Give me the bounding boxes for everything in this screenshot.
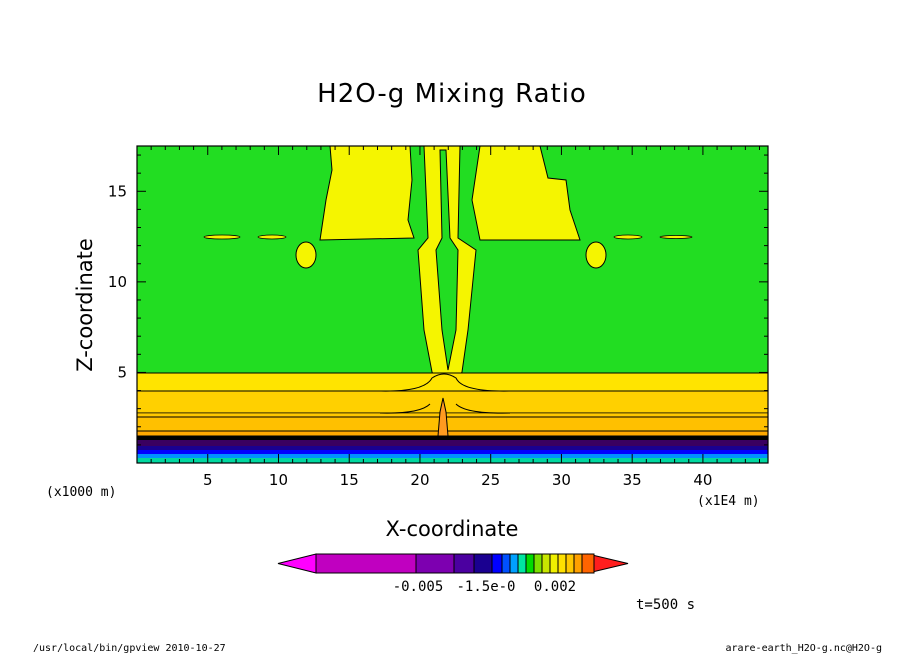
y-axis-ticks: 5 10 15 [108, 154, 768, 446]
layer-7 [137, 440, 768, 446]
colorbar-segment [573, 553, 583, 574]
colorbar-segment [315, 553, 417, 574]
streak-3 [613, 234, 643, 240]
y-units-label: (x1000 m) [46, 485, 116, 500]
chart-title: H2O-g Mixing Ratio [317, 79, 587, 109]
x-tick-label: 30 [552, 471, 571, 489]
colorbar-tick-2: -1.5e-0 [456, 579, 515, 595]
streak-4 [659, 235, 693, 239]
colorbar-segment [565, 553, 575, 574]
x-tick-label: 35 [623, 471, 642, 489]
layer-2 [137, 390, 768, 414]
layer-4 [137, 416, 768, 432]
colorbar-segment [517, 553, 527, 574]
colorbar-segment [525, 553, 535, 574]
time-annotation: t=500 s [636, 597, 695, 613]
x-tick-label: 10 [269, 471, 288, 489]
x-units-label: (x1E4 m) [697, 494, 760, 509]
colorbar-segment [415, 553, 455, 574]
footer-left: /usr/local/bin/gpview 2010-10-27 [33, 643, 226, 654]
layer-11 [137, 458, 768, 463]
layer-8 [137, 446, 768, 450]
plot-frame [136, 145, 769, 464]
colorbar-segment [549, 553, 559, 574]
streak-2 [257, 234, 287, 240]
layer-10 [137, 454, 768, 458]
moist-region-left [319, 146, 415, 241]
moist-blob-right [585, 241, 607, 269]
x-tick-label: 25 [481, 471, 500, 489]
colorbar-segment [533, 553, 543, 574]
x-tick-label: 40 [693, 471, 712, 489]
streak-1 [203, 234, 241, 240]
moist-region-right [471, 146, 581, 241]
y-tick-label: 15 [108, 182, 127, 200]
colorbar-segment [473, 553, 493, 574]
y-axis-label: Z-coordinate [73, 238, 97, 372]
column-core [435, 149, 459, 371]
colorbar-segment [491, 553, 503, 574]
colorbar-min-arrow [277, 553, 317, 574]
colorbar-tick-3: 0.002 [534, 579, 576, 595]
colorbar [277, 553, 629, 574]
x-axis-label: X-coordinate [386, 517, 519, 541]
colorbar-segment [557, 553, 567, 574]
colorbar-segment [501, 553, 511, 574]
layer-5 [137, 430, 768, 437]
layer-6 [137, 436, 768, 440]
moist-blob-left [295, 241, 317, 269]
perturbation-wings [379, 373, 511, 414]
central-perturbation [437, 397, 449, 437]
colorbar-tick-1: -0.005 [393, 579, 444, 595]
x-tick-label: 5 [203, 471, 213, 489]
colorbar-segment [453, 553, 475, 574]
y-tick-label: 10 [108, 273, 127, 291]
layer-9 [137, 450, 768, 454]
x-axis-ticks: 5 10 15 20 25 30 35 40 [150, 146, 761, 489]
colorbar-segment [509, 553, 519, 574]
colorbar-segment [541, 553, 551, 574]
layer-3 [137, 412, 768, 418]
footer-right: arare-earth_H2O-g.nc@H2O-g [725, 643, 882, 654]
x-tick-label: 15 [340, 471, 359, 489]
x-tick-label: 20 [410, 471, 429, 489]
colorbar-segment [581, 553, 595, 574]
plot-area [137, 146, 768, 463]
y-tick-label: 5 [117, 363, 127, 381]
